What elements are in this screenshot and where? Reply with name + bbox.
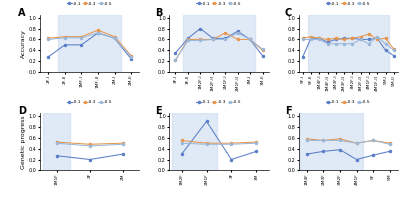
Legend: -0.1, -0.3, -0.5: -0.1, -0.3, -0.5 xyxy=(195,0,243,8)
Legend: -0.1, -0.3, -0.5: -0.1, -0.3, -0.5 xyxy=(195,98,243,106)
Bar xyxy=(308,15,389,72)
Text: C: C xyxy=(285,8,292,18)
Legend: -0.1, -0.3, -0.5: -0.1, -0.3, -0.5 xyxy=(324,0,373,8)
Bar xyxy=(183,15,255,72)
Y-axis label: Genetic progress: Genetic progress xyxy=(21,115,26,169)
Y-axis label: Accuracy: Accuracy xyxy=(21,29,26,58)
Bar xyxy=(172,113,216,170)
Text: F: F xyxy=(285,106,291,116)
Bar xyxy=(300,113,363,170)
Text: A: A xyxy=(18,8,26,18)
Text: B: B xyxy=(155,8,163,18)
Bar xyxy=(58,15,121,72)
Legend: -0.1, -0.3, -0.5: -0.1, -0.3, -0.5 xyxy=(324,98,373,106)
Legend: -0.1, -0.3, -0.5: -0.1, -0.3, -0.5 xyxy=(65,98,114,106)
Text: E: E xyxy=(155,106,162,116)
Text: D: D xyxy=(18,106,26,116)
Bar xyxy=(43,113,70,170)
Legend: -0.1, -0.3, -0.5: -0.1, -0.3, -0.5 xyxy=(65,0,114,8)
